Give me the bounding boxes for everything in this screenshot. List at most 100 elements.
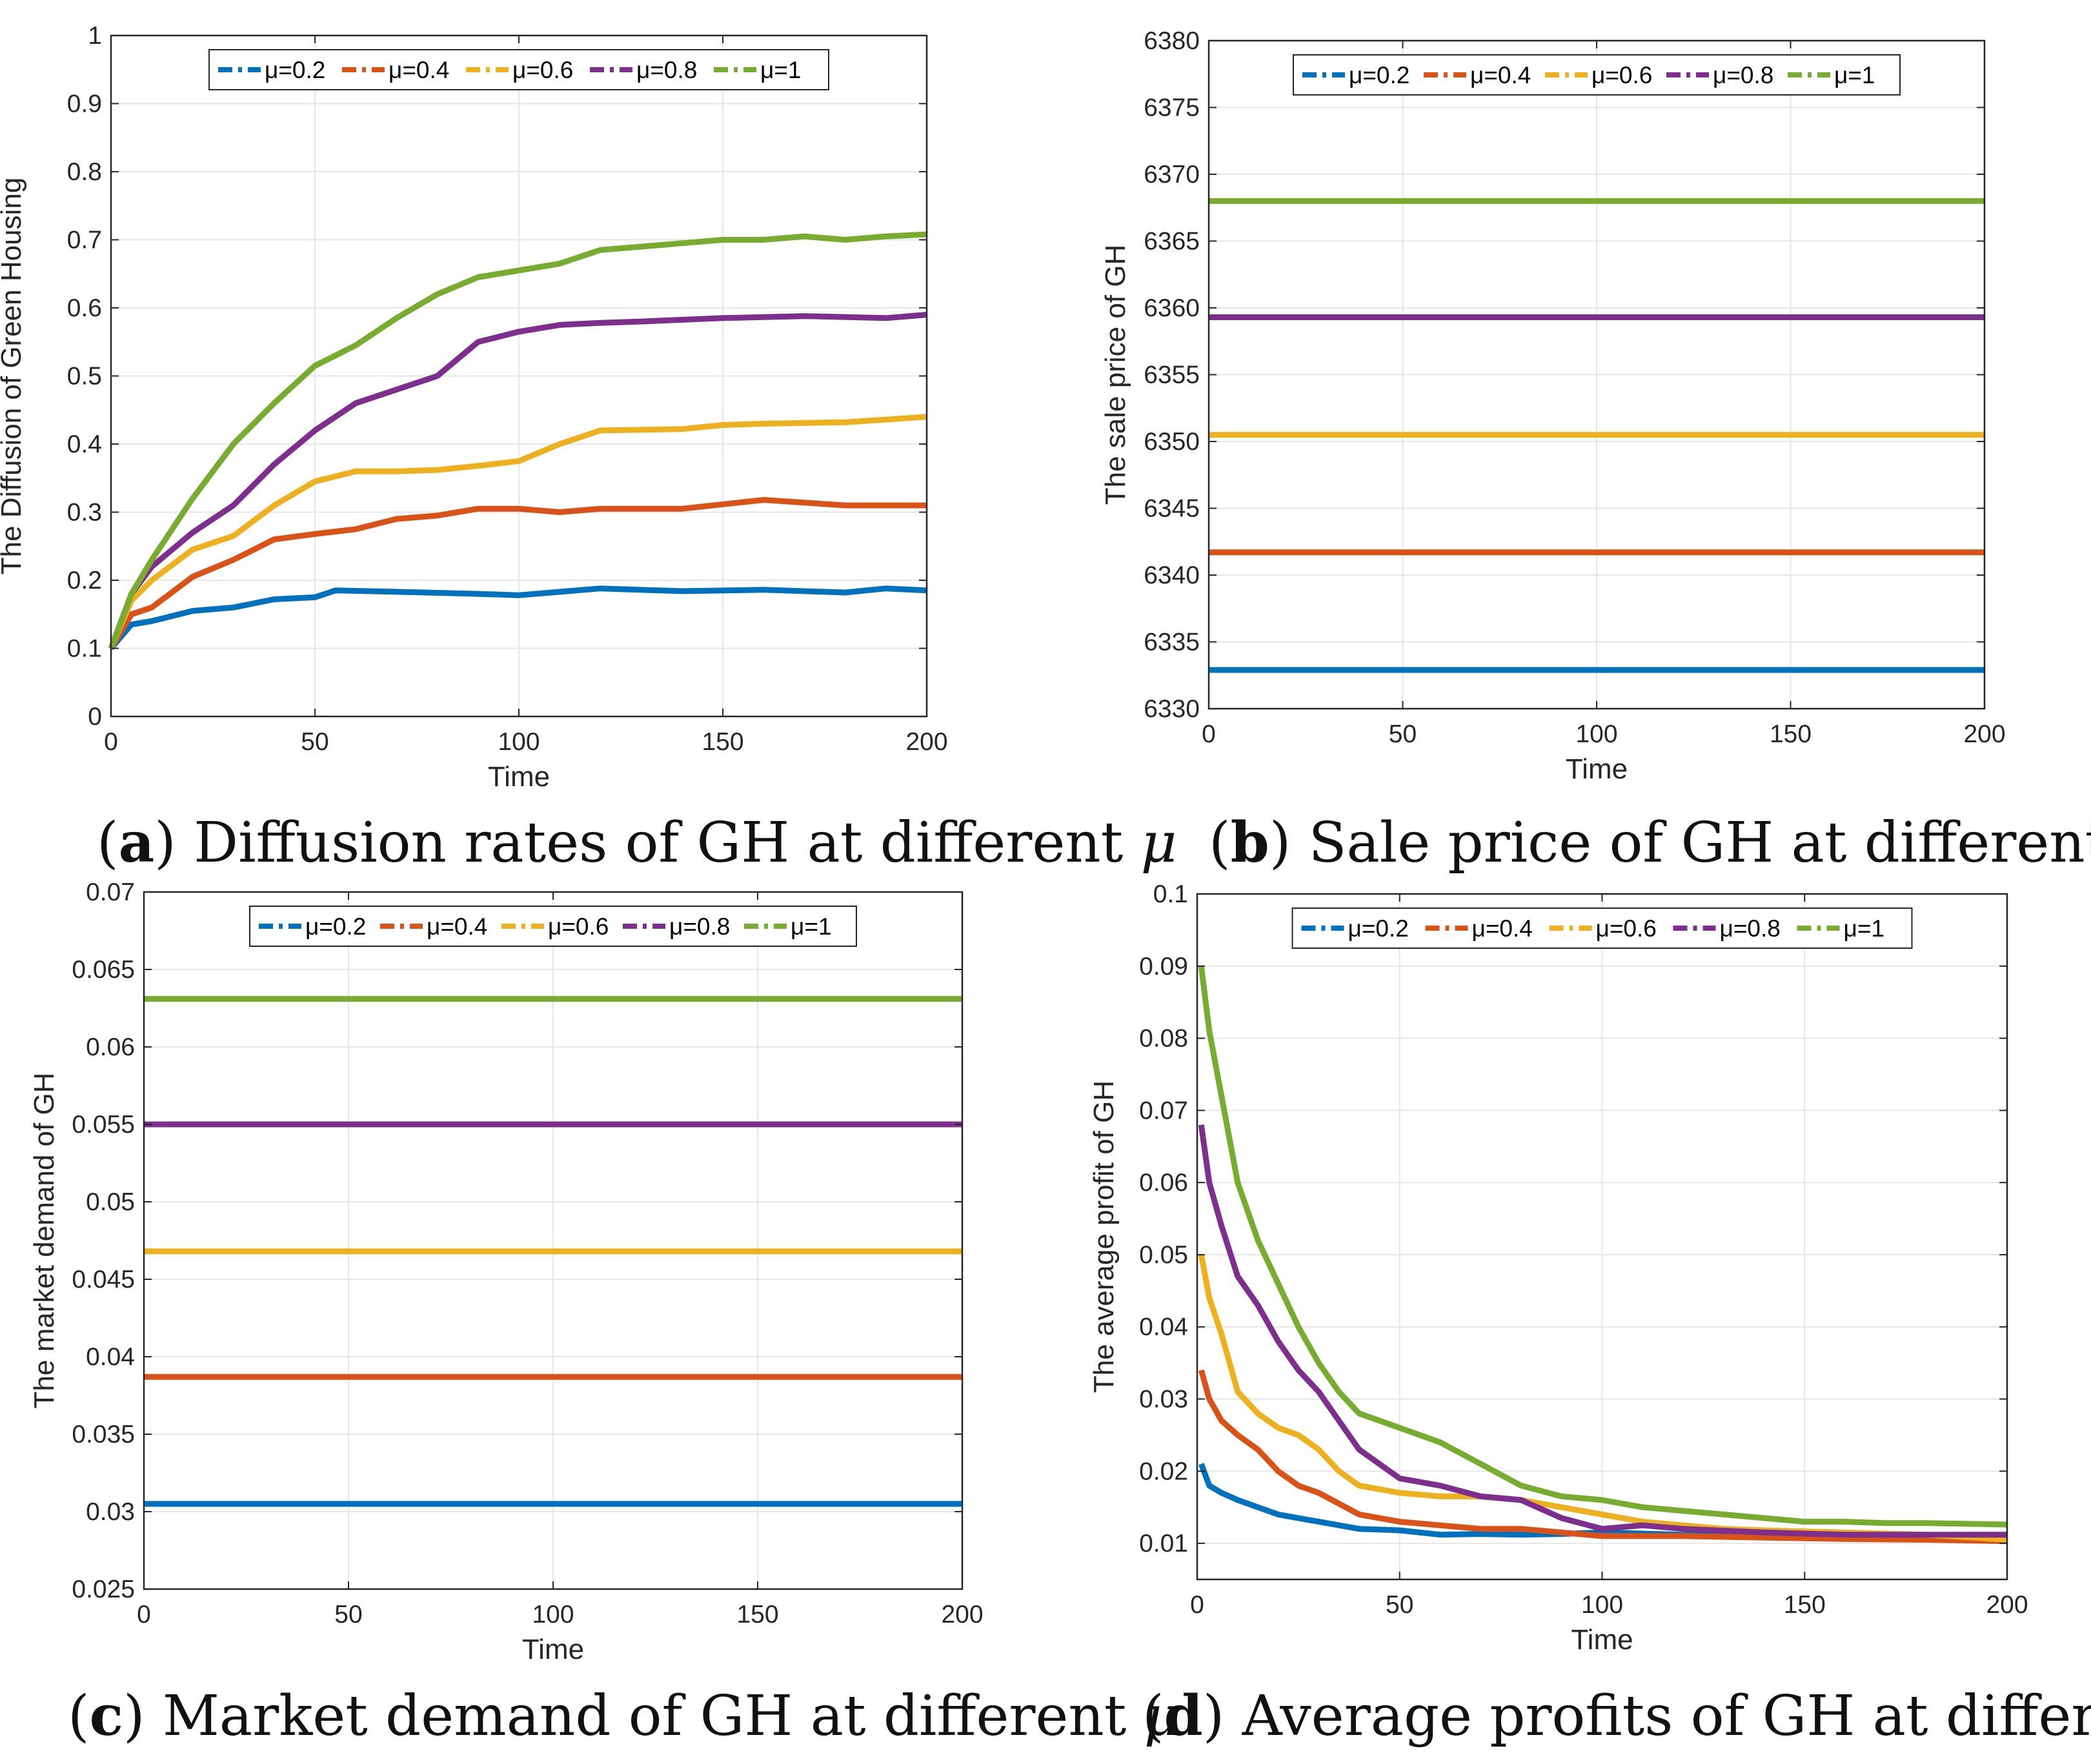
legend-label: μ=0.8 xyxy=(669,913,730,940)
y-tick-label: 0.07 xyxy=(1139,1097,1188,1124)
legend-label: μ=0.2 xyxy=(305,913,366,940)
y-tick-label: 6345 xyxy=(1144,495,1200,523)
caption-paren-open: ( xyxy=(68,1684,90,1749)
caption: (d) Average profits of GH at different μ xyxy=(1142,1683,2091,1749)
caption-symbol: μ xyxy=(1141,811,1177,875)
y-tick-label: 0.065 xyxy=(72,956,135,984)
y-tick-label: 0.07 xyxy=(86,878,135,906)
y-tick-label: 0.025 xyxy=(72,1576,135,1603)
x-tick-label: 100 xyxy=(1575,720,1617,748)
legend-label: μ=1 xyxy=(760,57,802,83)
legend-label: μ=1 xyxy=(1844,915,1885,942)
y-axis-label: The sale price of GH xyxy=(1100,245,1131,505)
y-tick-label: 0.5 xyxy=(67,363,102,390)
caption-text: ) Sale price of GH at different xyxy=(1269,811,2091,875)
x-tick-label: 100 xyxy=(1581,1591,1623,1619)
legend-label: μ=0.4 xyxy=(427,913,487,940)
series-line-5 xyxy=(108,231,927,650)
caption-letter: c xyxy=(90,1683,123,1749)
caption-letter: a xyxy=(119,810,155,875)
y-tick-label: 6355 xyxy=(1144,361,1200,389)
y-tick-label: 0.08 xyxy=(1139,1025,1188,1053)
y-tick-label: 0.05 xyxy=(86,1188,135,1216)
x-tick-label: 50 xyxy=(1386,1591,1413,1619)
y-tick-label: 6330 xyxy=(1144,695,1200,723)
y-tick-label: 0.02 xyxy=(1139,1457,1188,1485)
x-axis-label: Time xyxy=(1566,753,1628,785)
series-line-1 xyxy=(108,585,927,651)
y-axis-label: The Diffusion of Green Housing xyxy=(0,177,27,575)
y-tick-label: 0.1 xyxy=(67,635,102,663)
series-line-4 xyxy=(108,312,927,650)
series-line-2 xyxy=(108,497,927,650)
y-tick-label: 0.03 xyxy=(86,1498,135,1526)
series-line-3 xyxy=(108,414,927,650)
legend-label: μ=0.2 xyxy=(1348,915,1409,942)
y-tick-label: 6335 xyxy=(1144,629,1200,656)
legend-label: μ=0.6 xyxy=(1596,915,1657,942)
caption: (c) Market demand of GH at different μ xyxy=(68,1683,1180,1749)
legend-label: μ=0.8 xyxy=(1713,62,1773,88)
x-tick-label: 50 xyxy=(1389,720,1417,748)
legend-label: μ=0.4 xyxy=(389,57,449,83)
x-axis-label: Time xyxy=(488,761,550,793)
y-tick-label: 0.3 xyxy=(67,499,102,527)
y-tick-label: 6340 xyxy=(1144,562,1200,589)
legend-label: μ=1 xyxy=(791,913,832,940)
y-tick-label: 0.2 xyxy=(67,567,102,594)
y-tick-label: 0.04 xyxy=(1139,1313,1188,1341)
y-tick-label: 6360 xyxy=(1144,294,1200,322)
y-tick-label: 6365 xyxy=(1144,228,1200,256)
legend-label: μ=0.6 xyxy=(548,913,609,940)
series-line-2 xyxy=(1198,1369,2008,1545)
legend-label: μ=0.8 xyxy=(636,57,697,83)
legend-label: μ=0.8 xyxy=(1720,915,1781,942)
x-tick-label: 200 xyxy=(941,1601,983,1628)
y-tick-label: 0.055 xyxy=(72,1111,135,1139)
x-tick-label: 150 xyxy=(736,1601,778,1628)
y-tick-label: 0.04 xyxy=(86,1343,135,1371)
y-axis-label: The average profit of GH xyxy=(1088,1080,1120,1393)
x-tick-label: 200 xyxy=(905,728,947,756)
caption-paren-open: ( xyxy=(1209,811,1231,875)
legend-label: μ=1 xyxy=(1834,62,1875,88)
legend-label: μ=0.6 xyxy=(512,57,573,83)
legend: μ=0.2 μ=0.4 μ=0.6 μ=0.8 μ=1 xyxy=(249,906,857,947)
x-tick-label: 200 xyxy=(1986,1591,2028,1619)
y-tick-label: 0.06 xyxy=(1139,1169,1188,1197)
chart-b: 6330 6335 6340 6345 6350 6355 6360 6365 6370 6375… xyxy=(1100,27,2091,875)
y-tick-label: 0.6 xyxy=(67,294,102,322)
y-tick-label: 0.4 xyxy=(67,431,102,458)
caption-paren-open: ( xyxy=(1142,1684,1164,1749)
y-tick-label: 0.1 xyxy=(1153,880,1188,908)
x-tick-label: 0 xyxy=(104,728,118,756)
y-tick-label: 0.8 xyxy=(67,158,102,186)
legend-label: μ=0.6 xyxy=(1591,62,1652,88)
caption-text: ) Diffusion rates of GH at different xyxy=(154,811,1140,875)
caption-text: ) Average profits of GH at different xyxy=(1203,1684,2091,1749)
y-tick-label: 6370 xyxy=(1144,161,1200,188)
y-tick-label: 6380 xyxy=(1144,27,1200,55)
y-tick-label: 6375 xyxy=(1144,94,1200,122)
legend: μ=0.2 μ=0.4 μ=0.6 μ=0.8 μ=1 xyxy=(1291,907,1913,949)
chart-c: 0.025 0.03 0.035 0.04 0.045 0.05 0.055 0.06 0.06… xyxy=(28,878,1180,1749)
x-tick-label: 0 xyxy=(1190,1591,1204,1619)
y-tick-label: 0.045 xyxy=(72,1266,135,1293)
x-tick-label: 50 xyxy=(301,728,328,756)
x-tick-label: 0 xyxy=(1202,720,1216,748)
x-axis-label: Time xyxy=(522,1634,584,1665)
x-tick-label: 150 xyxy=(1770,720,1812,748)
y-axis-label: The market demand of GH xyxy=(28,1073,60,1409)
x-tick-label: 100 xyxy=(532,1601,574,1628)
caption-paren-open: ( xyxy=(97,811,119,875)
y-tick-label: 6350 xyxy=(1144,428,1200,456)
x-tick-label: 50 xyxy=(334,1601,362,1628)
caption-letter: b xyxy=(1231,810,1269,875)
caption-letter: d xyxy=(1164,1683,1203,1749)
legend-label: μ=0.2 xyxy=(1349,62,1409,88)
caption-symbol: μ xyxy=(1144,1684,1180,1749)
legend: μ=0.2 μ=0.4 μ=0.6 μ=0.8 μ=1 xyxy=(1293,54,1901,96)
y-tick-label: 0 xyxy=(88,703,102,731)
legend-label: μ=0.4 xyxy=(1472,915,1533,942)
